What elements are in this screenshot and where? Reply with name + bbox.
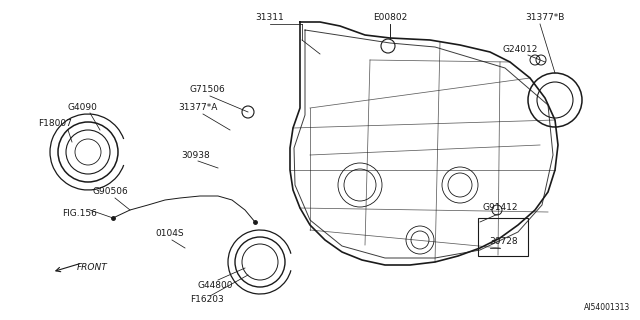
Text: G24012: G24012 [502, 45, 538, 54]
Text: G71506: G71506 [189, 85, 225, 94]
Text: FRONT: FRONT [77, 263, 108, 273]
Bar [478, 218, 528, 256]
Text: AI54001313: AI54001313 [584, 303, 630, 312]
Text: G90506: G90506 [92, 188, 128, 196]
Text: G44800: G44800 [197, 281, 233, 290]
Text: 31377*A: 31377*A [179, 103, 218, 113]
Text: 0104S: 0104S [156, 229, 184, 238]
Text: F18007: F18007 [38, 119, 72, 129]
Text: 30938: 30938 [182, 150, 211, 159]
Text: FIG.156: FIG.156 [63, 210, 97, 219]
Text: F16203: F16203 [190, 295, 224, 305]
Text: G91412: G91412 [483, 204, 518, 212]
Text: 31311: 31311 [255, 13, 284, 22]
Text: 30728: 30728 [490, 237, 518, 246]
Text: G4090: G4090 [67, 102, 97, 111]
Text: E00802: E00802 [373, 13, 407, 22]
Text: 31377*B: 31377*B [525, 13, 564, 22]
